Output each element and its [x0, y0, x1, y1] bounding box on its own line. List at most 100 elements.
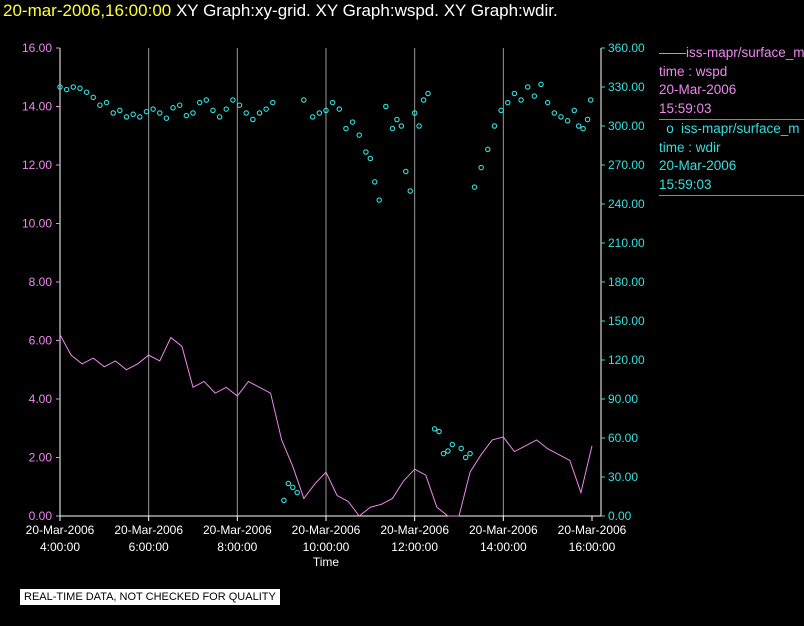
- wdir-point: [250, 116, 256, 123]
- wdir-point: [491, 123, 498, 129]
- wdir-point: [538, 81, 544, 88]
- wdir-point: [458, 445, 464, 452]
- x-tick-time: 8:00:00: [217, 540, 257, 554]
- wdir-point: [343, 125, 349, 132]
- wdir-point: [183, 112, 190, 119]
- wdir-point: [196, 99, 203, 106]
- wdir-point: [398, 123, 405, 129]
- wdir-point: [97, 102, 103, 108]
- wdir-point: [223, 106, 230, 112]
- wdir-point: [498, 107, 504, 114]
- x-tick-time: 10:00:00: [303, 540, 350, 554]
- x-tick-time: 12:00:00: [391, 540, 438, 554]
- wdir-point: [63, 86, 70, 93]
- right-tick-label: 330.00: [608, 80, 645, 94]
- wdir-point: [420, 97, 427, 103]
- legend-entry-wspd: ——iss-mapr/surface_m time : wspd 20-Mar-…: [659, 44, 804, 120]
- wdir-point: [478, 164, 484, 171]
- wdir-point: [383, 103, 389, 110]
- right-tick-label: 270.00: [608, 158, 645, 172]
- series-group: [57, 81, 594, 517]
- right-tick-label: 150.00: [608, 314, 645, 328]
- left-tick-label: 6.00: [29, 334, 53, 348]
- wdir-point: [117, 107, 123, 114]
- x-tick-date: 20-Mar-2006: [558, 523, 627, 537]
- wdir-point: [363, 149, 369, 155]
- wdir-point: [143, 108, 150, 115]
- right-tick-label: 360.00: [608, 41, 645, 55]
- wdir-point: [544, 99, 551, 106]
- wdir-point: [216, 114, 223, 120]
- x-tick-time: 14:00:00: [480, 540, 527, 554]
- legend-series-var: time : wspd: [659, 63, 728, 79]
- graph-title-xy-grid: XY Graph:xy-grid.: [175, 1, 311, 20]
- legend-line-symbol: ——: [659, 45, 686, 60]
- right-tick-label: 180.00: [608, 275, 645, 289]
- wdir-point: [294, 489, 300, 496]
- legend-series-time: 15:59:03: [659, 100, 712, 116]
- wdir-point: [462, 454, 469, 461]
- wdir-point: [425, 90, 431, 97]
- wdir-point: [580, 125, 586, 132]
- wdir-point: [163, 115, 170, 121]
- left-tick-label: 14.00: [22, 100, 52, 114]
- wdir-point: [157, 110, 163, 116]
- right-tick-label: 60.00: [608, 431, 638, 445]
- wdir-point: [376, 197, 382, 203]
- wdir-point: [289, 484, 296, 491]
- wdir-point: [431, 426, 438, 432]
- wdir-point: [281, 497, 287, 504]
- left-tick-label: 10.00: [22, 217, 52, 231]
- wdir-point: [587, 97, 594, 103]
- wdir-point: [356, 132, 362, 138]
- right-y-ticks: 0.00 30.00 60.00 90.00 120.00 150.00 180.00 210…: [601, 41, 645, 523]
- legend-entry-wdir: o iss-mapr/surface_m time : wdir 20-Mar-2…: [659, 120, 804, 196]
- header: 20-mar-2006,16:00:00 XY Graph:xy-grid. X…: [3, 1, 558, 21]
- right-tick-label: 240.00: [608, 197, 645, 211]
- wdir-point: [336, 106, 343, 112]
- wdir-point: [230, 97, 236, 103]
- left-tick-label: 16.00: [22, 41, 52, 55]
- wdir-point: [329, 99, 336, 106]
- wdir-point: [263, 106, 269, 112]
- header-timestamp: 20-mar-2006,16:00:00: [3, 1, 172, 20]
- wdir-point: [372, 179, 378, 185]
- wdir-point: [403, 168, 409, 175]
- x-tick-date: 20-Mar-2006: [292, 523, 361, 537]
- legend-series-date: 20-Mar-2006: [659, 158, 737, 173]
- left-y-ticks: 0.00 2.00 4.00 6.00 8.00 10.00 12.00 14.00 16.00: [22, 41, 60, 523]
- wdir-point: [110, 110, 116, 116]
- left-tick-label: 8.00: [29, 275, 53, 289]
- wdir-point: [256, 110, 263, 116]
- legend: —— iss-mapr/surface_m time : wspd 20-Mar-…: [659, 44, 804, 196]
- wdir-point: [301, 97, 307, 103]
- wdir-point: [103, 99, 110, 106]
- legend-series-name: iss-mapr/surface_m: [681, 121, 800, 136]
- graph-title-wspd: XY Graph:wspd.: [315, 1, 439, 20]
- right-tick-label: 0.00: [608, 509, 632, 523]
- wdir-point: [285, 480, 292, 487]
- wdir-point: [505, 99, 511, 106]
- right-tick-label: 120.00: [608, 353, 645, 367]
- right-tick-label: 90.00: [608, 392, 638, 406]
- vertical-grid: [148, 48, 504, 516]
- legend-circle-symbol: o: [666, 121, 674, 136]
- wdir-point: [584, 116, 591, 123]
- x-axis-label: Time: [313, 555, 340, 569]
- wdir-point: [170, 105, 176, 111]
- wdir-point: [485, 146, 491, 153]
- wdir-point: [77, 85, 83, 92]
- wdir-point: [270, 99, 276, 106]
- wdir-point: [467, 450, 473, 457]
- wdir-point: [210, 107, 216, 114]
- left-tick-label: 12.00: [22, 158, 52, 172]
- wdir-point: [236, 102, 243, 108]
- wdir-point: [323, 107, 329, 114]
- right-tick-label: 210.00: [608, 236, 645, 250]
- wdir-point: [511, 90, 518, 97]
- wdir-point: [571, 107, 578, 114]
- wdir-point: [518, 97, 524, 103]
- right-tick-label: 300.00: [608, 119, 645, 133]
- wdir-point: [558, 114, 564, 120]
